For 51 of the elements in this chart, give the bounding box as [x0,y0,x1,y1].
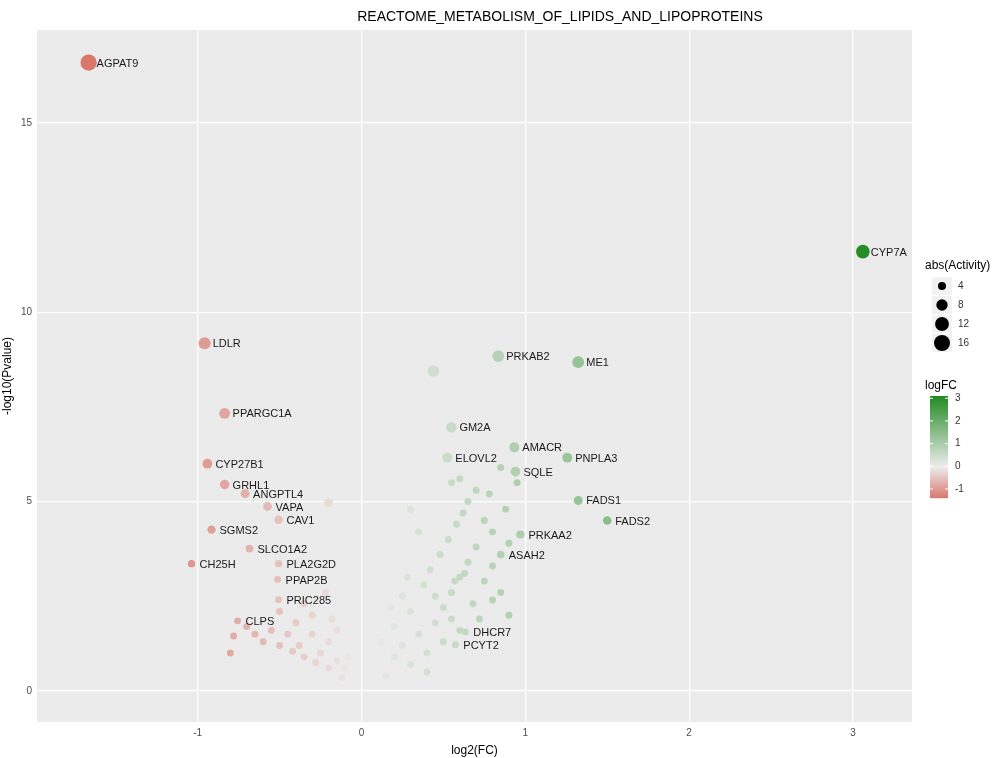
x-axis-title: log2(FC) [451,743,498,758]
annotation: AMACR [522,441,563,454]
annotation: ME1 [586,356,609,369]
x-tick-label: 1 [522,726,529,738]
color-bar-label: 3 [955,392,961,404]
annotation: SQLE [523,465,553,478]
y-axis-title: -log10(Pvalue) [0,336,14,416]
annotation: PPAP2B [285,573,328,586]
annotation: DHCR7 [473,625,512,638]
chart-title: REACTOME_METABOLISM_OF_LIPIDS_AND_LIPOPROTEINS [357,7,763,24]
x-tick-label: 3 [850,726,857,738]
annotation: CYP7A [870,245,908,258]
annotation: CAV1 [286,513,315,526]
annotation: CH25H [199,557,236,570]
annotation: PRKAB2 [506,350,550,363]
annotation: PNPLA3 [575,451,618,464]
legend-label: 12 [958,317,970,329]
annotation: GM2A [459,421,492,434]
annotation: VAPA [275,500,304,513]
legend-label: 4 [958,279,964,291]
color-bar-label: 2 [955,414,961,426]
annotation: AGPAT9 [96,56,139,69]
x-tick-label: -1 [193,726,203,738]
annotation: FADS1 [586,494,622,507]
x-tick-label: 0 [358,726,365,738]
y-tick-label: 0 [26,684,33,696]
legend-label: 8 [958,298,964,310]
annotation: CLPS [245,614,275,627]
x-tick-label: 2 [686,726,693,738]
y-tick-label: 5 [26,495,33,507]
color-bar-label: -1 [955,482,965,494]
annotation: PLA2G2D [286,557,337,570]
annotation: SLCO1A2 [257,542,308,555]
annotation: PRIC285 [286,593,332,606]
annotation: PPARGC1A [232,407,293,420]
annotation: CYP27B1 [215,457,264,470]
annotation: ELOVL2 [455,451,497,464]
legend-title: abs(Activity) [925,258,991,273]
annotation: LDLR [212,337,241,350]
annotation: FADS2 [615,514,651,527]
color-bar-title: logFC [925,378,958,393]
annotation: SGMS2 [219,523,259,536]
annotation: GRHL1 [232,478,270,491]
annotation: PCYT2 [463,638,499,651]
y-tick-label: 15 [20,116,33,128]
color-bar-label: 1 [955,437,961,449]
y-tick-label: 10 [20,305,33,317]
legend-label: 16 [958,336,970,348]
color-bar-label: 0 [955,460,961,472]
annotation: ASAH2 [508,548,545,561]
annotation: PRKAA2 [528,528,572,541]
